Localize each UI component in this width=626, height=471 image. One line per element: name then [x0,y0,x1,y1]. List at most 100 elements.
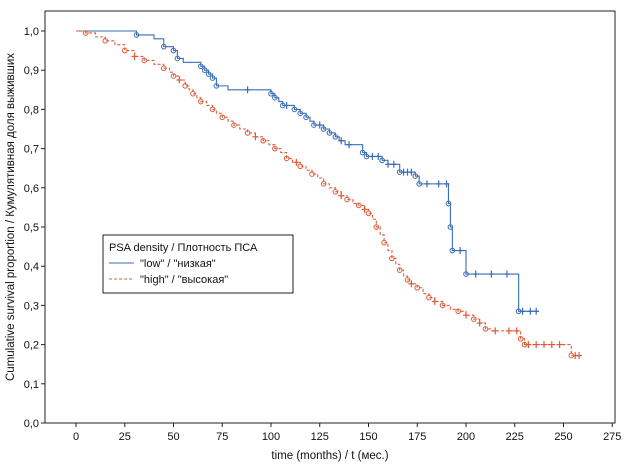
censor-mark-high [476,319,483,327]
event-point-high [82,30,89,36]
censor-mark-low [457,247,464,255]
censor-mark-low [488,270,495,278]
censor-mark-low [369,152,376,160]
event-point-high [373,224,380,230]
event-point-high [414,284,421,291]
x-tick-label: 150 [359,431,377,443]
y-axis: 0,0 0,1 0,2 0,3 0,4 0,5 0,6 0,7 0,8 0,9 1,0 [24,26,45,430]
y-tick-label: 0,1 [24,379,39,391]
event-point-low [198,63,204,70]
y-tick-label: 0,9 [24,65,39,77]
censor-mark-high [576,352,583,360]
event-point-low [213,83,220,89]
censor-mark-high [408,280,415,288]
censor-mark-low [283,101,290,109]
censor-mark-low [385,160,391,168]
series-high [76,30,583,360]
series-layer [76,30,583,360]
event-point-low [205,71,212,77]
censor-mark-low [503,270,510,278]
survival-line-high [76,30,580,357]
censor-mark-low [424,180,430,188]
event-point-low [363,153,370,160]
x-tick-label: 125 [311,431,329,443]
event-point-low [160,43,167,50]
series-low [76,30,540,315]
censor-mark-low [533,307,540,315]
censor-mark-low [519,307,526,315]
y-axis-title: Cumulative survival proportion / Кумулят… [5,53,17,381]
y-tick-label: 0,2 [24,340,39,352]
event-point-high [121,47,128,54]
x-axis: 0 25 50 75 100 125 150 175 200 225 250 275 [73,423,621,443]
event-point-high [219,114,226,121]
event-point-high [190,90,196,97]
event-point-high [517,335,524,342]
event-point-low [445,200,452,207]
censor-mark-low [527,307,534,315]
event-point-high [231,122,237,128]
event-point-high [198,98,204,105]
event-point-high [297,163,304,170]
legend: PSA density / Плотность ПСА "low" / "низ… [102,234,294,294]
event-point-low [291,106,298,113]
x-tick-label: 175 [408,431,426,443]
censor-mark-low [390,160,397,168]
legend-box [102,234,294,294]
censor-mark-low [408,168,415,176]
event-point-high [272,145,278,152]
y-tick-label: 1,0 [24,26,39,38]
censor-mark-high [252,133,259,141]
event-point-low [463,271,469,277]
event-point-low [311,122,317,128]
censor-mark-high [505,327,512,335]
event-point-high [355,202,362,209]
event-point-high [102,38,109,44]
censor-mark-low [375,152,382,160]
event-point-high [471,316,477,322]
event-point-low [416,181,423,187]
survival-line-low [76,30,539,312]
censor-mark-low [346,141,352,149]
x-tick-label: 25 [119,431,131,443]
event-point-high [381,239,387,246]
censor-mark-high [431,297,438,305]
x-axis-title: time (months) / t (мес.) [271,450,388,462]
y-tick-label: 0,6 [24,183,39,195]
event-point-high [260,137,267,144]
event-point-low [268,90,274,97]
censor-mark-high [131,52,138,60]
event-point-low [320,126,327,132]
censor-mark-low [443,180,450,188]
event-point-high [365,210,372,217]
event-point-high [482,326,489,332]
censor-mark-high [525,341,532,349]
event-point-low [326,130,333,136]
event-point-low [170,47,177,54]
censor-mark-low [472,270,479,278]
censor-mark-high [176,76,183,84]
plot-frame [44,10,616,424]
event-point-high [320,181,327,187]
event-point-low [201,67,208,73]
event-point-low [449,247,456,254]
event-point-high [332,188,339,195]
censor-mark-high [548,341,555,349]
event-point-high [170,73,177,79]
censor-mark-high [533,341,540,349]
censor-mark-low [338,137,345,145]
legend-title: PSA density / Плотность ПСА [109,242,258,254]
legend-label-low: "low" / "низкая" [140,258,216,270]
y-tick-label: 0,3 [24,300,39,312]
censor-mark-high [338,192,345,200]
event-point-high [455,308,462,315]
event-point-high [209,106,216,113]
event-point-high [283,155,290,162]
event-point-low [447,224,454,230]
event-point-high [141,57,148,64]
event-point-low [174,55,181,62]
censor-mark-low [244,86,251,94]
event-point-high [404,277,411,283]
censor-mark-high [293,158,300,166]
